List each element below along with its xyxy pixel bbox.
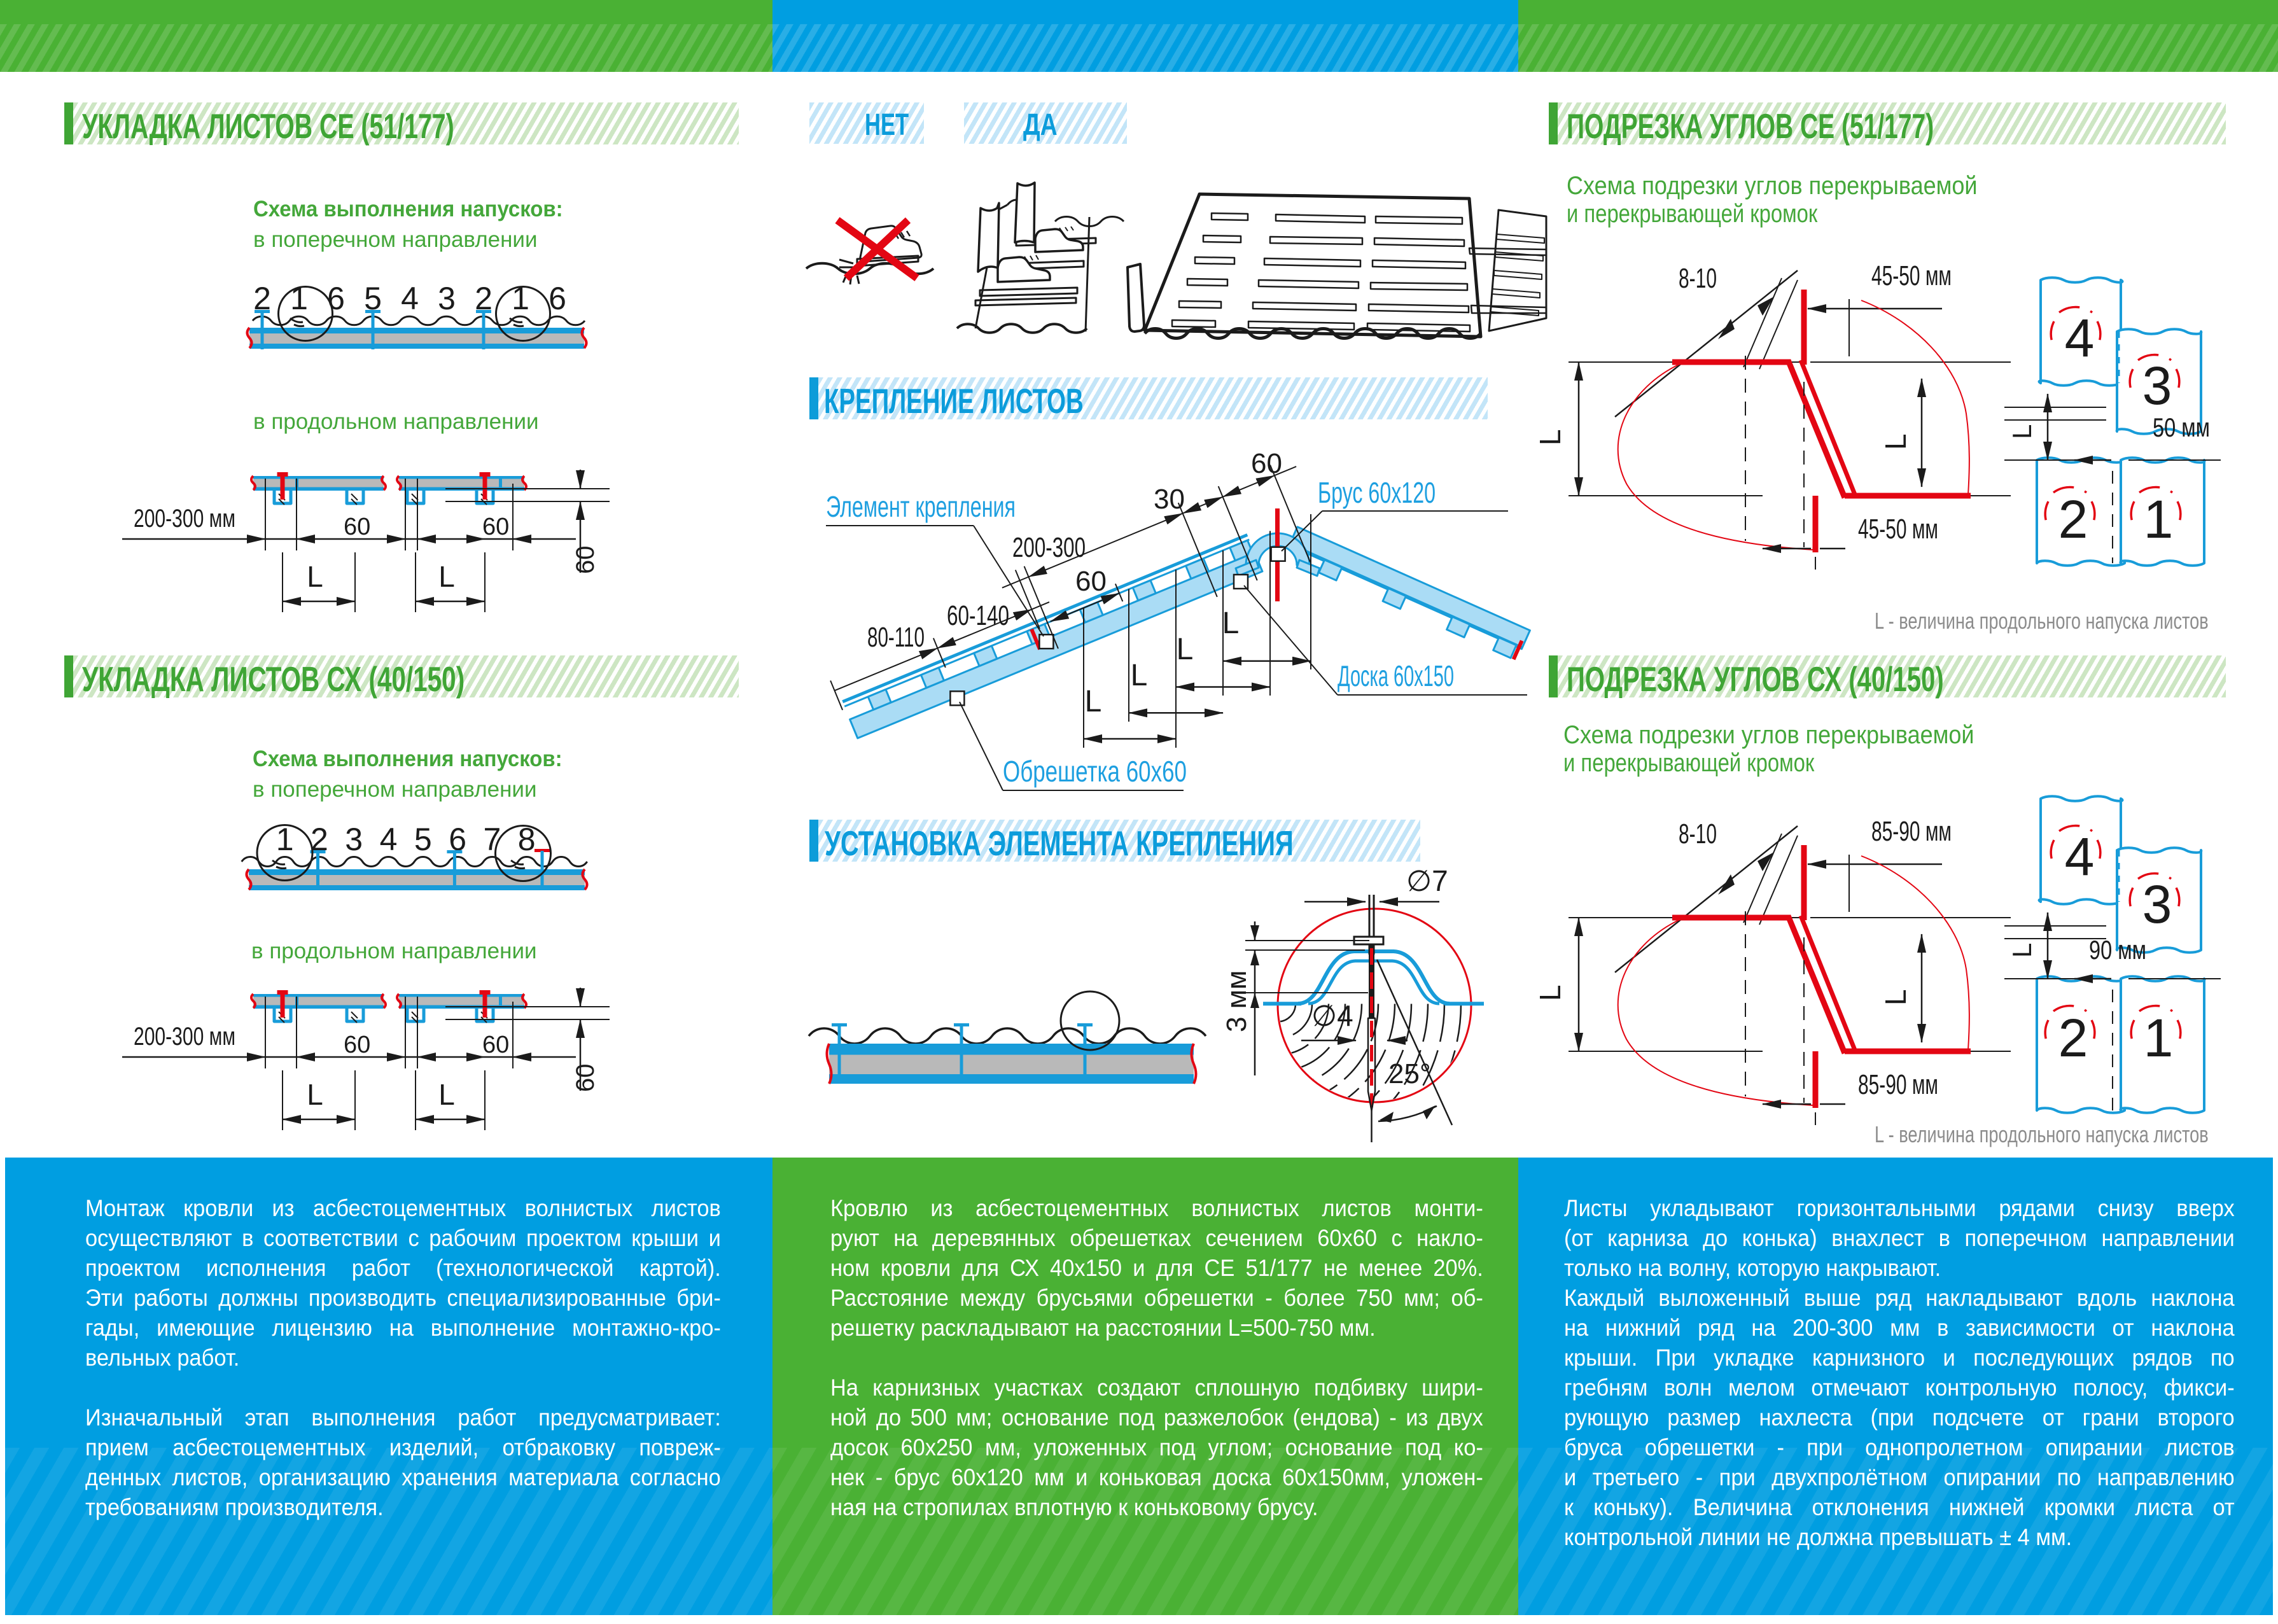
svg-text:90 мм: 90 мм	[2089, 935, 2146, 965]
svg-text:25°: 25°	[1388, 1058, 1431, 1089]
svg-text:200-300 мм: 200-300 мм	[134, 505, 235, 533]
svg-text:L: L	[1222, 606, 1240, 640]
svg-text:L: L	[2007, 424, 2037, 439]
svg-text:60: 60	[571, 546, 599, 575]
svg-text:3: 3	[2142, 356, 2172, 416]
svg-text:2: 2	[2058, 1008, 2088, 1068]
svg-text:L: L	[1534, 984, 1567, 1001]
svg-text:Брус 60x120: Брус 60x120	[1318, 476, 1436, 509]
svg-text:45-50 мм: 45-50 мм	[1858, 514, 1938, 545]
svg-text:6: 6	[327, 281, 345, 316]
svg-text:60: 60	[344, 1032, 370, 1058]
svg-text:L: L	[307, 560, 323, 593]
svg-text:3: 3	[438, 281, 456, 316]
svg-text:Обрешетка 60x60: Обрешетка 60x60	[1003, 755, 1187, 788]
svg-text:80-110: 80-110	[867, 622, 925, 653]
svg-text:30: 30	[1154, 484, 1185, 515]
svg-text:60: 60	[344, 514, 370, 540]
svg-text:200-300 мм: 200-300 мм	[134, 1023, 235, 1051]
svg-text:60: 60	[571, 1064, 599, 1093]
svg-text:5: 5	[414, 822, 432, 857]
svg-text:85-90 мм: 85-90 мм	[1858, 1069, 1938, 1100]
svg-text:Доска 60x150: Доска 60x150	[1338, 659, 1454, 692]
svg-text:85-90 мм: 85-90 мм	[1871, 816, 1952, 847]
svg-text:8-10: 8-10	[1679, 818, 1717, 850]
svg-text:Элемент крепления: Элемент крепления	[826, 490, 1016, 523]
svg-text:L: L	[307, 1078, 323, 1111]
svg-text:60: 60	[482, 1032, 509, 1058]
svg-text:L: L	[1177, 633, 1194, 666]
svg-text:L: L	[1131, 659, 1148, 692]
svg-text:60-140: 60-140	[947, 600, 1009, 631]
svg-text:L: L	[438, 1078, 455, 1111]
svg-text:1: 1	[2144, 489, 2174, 549]
svg-text:50 мм: 50 мм	[2153, 412, 2210, 442]
svg-text:L: L	[1534, 429, 1567, 445]
svg-text:4: 4	[2065, 308, 2095, 368]
svg-text:L: L	[1879, 433, 1912, 450]
svg-text:200-300: 200-300	[1012, 532, 1086, 563]
svg-text:45-50 мм: 45-50 мм	[1871, 260, 1952, 291]
svg-text:8-10: 8-10	[1679, 263, 1717, 294]
svg-text:L: L	[1085, 685, 1102, 718]
svg-text:∅4: ∅4	[1311, 999, 1353, 1032]
svg-text:4: 4	[401, 281, 419, 316]
svg-text:2: 2	[2058, 489, 2088, 549]
svg-text:1: 1	[2144, 1008, 2174, 1068]
svg-text:3: 3	[345, 822, 363, 857]
svg-text:L: L	[2007, 943, 2037, 958]
svg-text:1: 1	[276, 822, 294, 857]
svg-text:L: L	[1879, 989, 1912, 1005]
svg-text:60: 60	[1075, 566, 1107, 597]
svg-text:6: 6	[549, 281, 566, 316]
svg-text:3: 3	[2142, 874, 2172, 934]
svg-text:L: L	[438, 560, 455, 593]
svg-text:3 мм: 3 мм	[1221, 970, 1252, 1032]
svg-text:7: 7	[483, 822, 501, 857]
svg-text:60: 60	[482, 514, 509, 540]
svg-text:4: 4	[2065, 827, 2095, 886]
svg-text:4: 4	[380, 822, 398, 857]
svg-text:∅7: ∅7	[1406, 864, 1448, 897]
svg-text:60: 60	[1251, 448, 1282, 479]
